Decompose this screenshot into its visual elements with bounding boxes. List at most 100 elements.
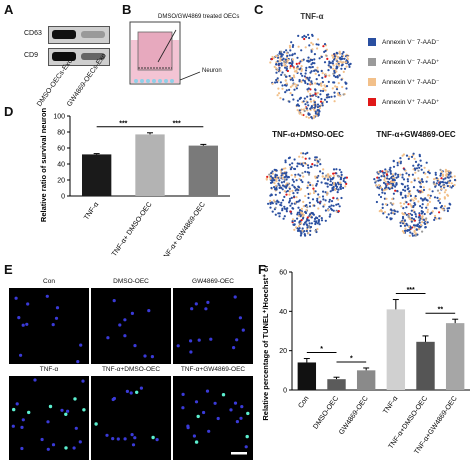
tsne-point: [276, 69, 279, 72]
tsne-point: [302, 175, 305, 178]
tsne-point: [436, 196, 439, 199]
tsne-point: [283, 60, 286, 63]
micrograph-caption: TNF-α+DMSO-OEC: [101, 366, 161, 373]
tsne-point: [285, 89, 288, 92]
tsne-point: [325, 193, 329, 196]
tsne-point: [320, 97, 323, 101]
panel-label-a: A: [4, 2, 14, 17]
tsne-point: [326, 191, 329, 194]
tsne-point: [273, 65, 276, 68]
bar: [297, 362, 317, 390]
tsne-point: [304, 72, 307, 75]
tsne-point: [290, 174, 293, 177]
tsne-point: [385, 170, 388, 173]
hoechst-nucleus: [181, 392, 185, 396]
tsne-point: [291, 53, 294, 56]
tsne-point: [273, 182, 276, 185]
tsne-point: [282, 98, 285, 101]
tsne-point: [294, 175, 297, 178]
tsne-point: [323, 43, 327, 46]
tsne-point: [325, 54, 328, 57]
tsne-point: [288, 74, 291, 78]
tsne-point: [433, 178, 436, 181]
tsne-point: [275, 55, 279, 58]
panel-label-f: F: [258, 262, 266, 277]
tsne-point: [322, 205, 325, 208]
tsne-point: [284, 161, 287, 164]
tunel-positive-cell: [246, 411, 250, 416]
tsne-point: [320, 217, 323, 220]
tsne-point: [298, 186, 301, 189]
tsne-point: [298, 80, 301, 83]
tsne-point: [319, 163, 322, 166]
tsne-point: [344, 176, 347, 179]
tsne-point: [413, 211, 416, 214]
tsne-point: [397, 175, 400, 178]
tsne-point: [292, 98, 295, 101]
tsne-point: [403, 202, 406, 205]
tsne-point: [317, 193, 320, 196]
tsne-point: [421, 221, 424, 224]
tsne-point: [432, 182, 435, 185]
tsne-point: [309, 58, 312, 61]
tsne-point: [298, 178, 301, 181]
tsne-point: [288, 193, 291, 196]
tsne-point: [389, 169, 392, 172]
tsne-point: [401, 230, 404, 233]
tsne-point: [404, 194, 407, 197]
tsne-point: [305, 115, 308, 118]
tsne-point: [314, 110, 317, 113]
tsne-point: [421, 180, 424, 183]
tsne-point: [419, 217, 422, 220]
tsne-point: [341, 52, 344, 55]
tsne-point: [338, 74, 341, 77]
hoechst-nucleus: [229, 408, 233, 412]
tsne-point: [341, 85, 344, 89]
tsne-point: [285, 178, 288, 181]
tsne-point: [334, 75, 337, 79]
y-axis-label: Relative percentage of TUNEL⁺/Hoechst⁺ c…: [261, 266, 270, 421]
tsne-point: [403, 168, 406, 171]
tsne-point: [278, 184, 281, 187]
tsne-point: [328, 205, 331, 208]
tsne-point: [325, 174, 328, 177]
tsne-point: [420, 168, 423, 171]
tsne-point: [420, 164, 423, 167]
tsne-point: [315, 184, 318, 187]
tsne-point: [402, 153, 405, 156]
tsne-point: [426, 211, 429, 214]
tsne-point: [308, 205, 312, 208]
tsne-point: [420, 210, 423, 213]
tsne-point: [448, 185, 451, 188]
tsne-point: [309, 233, 312, 236]
tsne-point: [277, 212, 280, 215]
tsne-point: [319, 100, 323, 103]
tsne-point: [418, 212, 421, 215]
tsne-point: [297, 200, 300, 203]
tsne-point: [408, 234, 411, 237]
legend-swatch-icon: [368, 58, 376, 66]
tsne-point: [437, 183, 441, 186]
tsne-point: [439, 172, 443, 175]
tsne-point: [392, 178, 396, 181]
tsne-point: [321, 102, 324, 105]
tsne-point: [271, 82, 274, 85]
tsne-point: [269, 206, 272, 209]
tsne-point: [303, 37, 306, 41]
tsne-point: [414, 197, 418, 200]
tsne-point: [290, 212, 293, 215]
tsne-point: [287, 157, 291, 160]
hoechst-nucleus: [51, 443, 56, 447]
tsne-point: [392, 202, 395, 205]
tsne-point: [312, 191, 316, 195]
tsne-point: [384, 176, 387, 179]
tsne-point: [292, 192, 295, 195]
tsne-point: [284, 64, 287, 67]
tsne-point: [376, 186, 379, 189]
tsne-point: [407, 192, 410, 195]
tsne-point: [337, 56, 340, 59]
tsne-point: [300, 179, 303, 182]
hoechst-nucleus: [176, 344, 180, 348]
tsne-point: [330, 200, 334, 203]
legend-item: Annexin V⁺ 7-AAD⁻: [368, 78, 439, 86]
